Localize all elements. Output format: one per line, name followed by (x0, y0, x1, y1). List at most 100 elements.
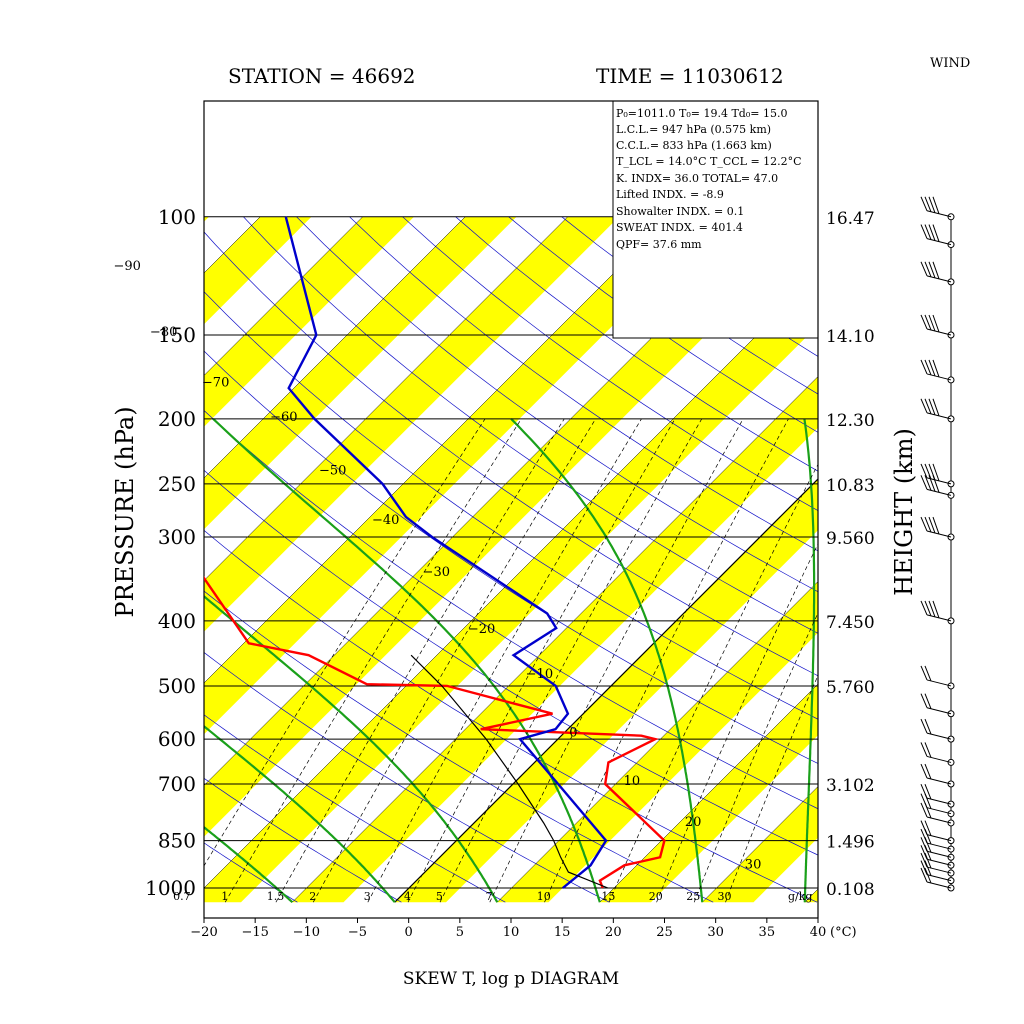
barb-feather (920, 837, 928, 852)
pressure-tick-label: 200 (158, 407, 196, 431)
height-label: 0.108 (826, 880, 875, 900)
wind-barb (920, 820, 952, 842)
barb-feather (920, 196, 928, 211)
barb-feather (924, 783, 932, 800)
isotherm (204, 216, 466, 479)
wind-barb (920, 398, 952, 420)
y-axis-title: PRESSURE (hPa) (111, 406, 139, 617)
barb-feather (920, 763, 928, 779)
wind-barb (920, 742, 952, 763)
dry-adiabat (204, 529, 818, 903)
pressure-tick-label: 700 (158, 772, 196, 796)
pressure-tick-label: 400 (158, 609, 196, 633)
wind-barb (920, 693, 952, 715)
barb-feather (920, 828, 928, 844)
isotherm-label: −20 (468, 622, 495, 637)
height-label: 14.10 (826, 327, 875, 347)
height-label: 16.47 (826, 209, 875, 229)
x-tick-label: 0 (405, 925, 413, 940)
isotherm-label: 30 (745, 858, 762, 873)
dry-adiabat (204, 652, 610, 903)
isotherm-band (446, 216, 613, 338)
wind-barb (920, 196, 952, 218)
barb-feather (924, 742, 932, 758)
barb-feather (932, 196, 940, 214)
barb-feather (920, 463, 928, 479)
isotherm-band (0, 217, 4, 902)
wind-barb (920, 852, 952, 874)
barb-feather (924, 196, 932, 212)
barb-feather (920, 820, 928, 835)
wind-barb (920, 867, 952, 889)
pressure-tick-label: 600 (158, 727, 196, 751)
sounding-series-0 (204, 576, 666, 889)
chart-title: SKEW T, log p DIAGRAM (403, 969, 619, 989)
barb-feather (932, 314, 940, 333)
dry-adiabat (204, 842, 298, 903)
wind-barb (920, 600, 952, 622)
x-tick-label: 35 (759, 925, 776, 940)
barb-feather (924, 820, 932, 836)
pressure-tick-label: 150 (158, 323, 196, 347)
barb-feather (932, 463, 940, 482)
wind-barb (920, 463, 952, 485)
height-label: 1.496 (826, 833, 875, 853)
sounding-lines (204, 216, 666, 889)
barb-feather (920, 693, 928, 708)
wind-barb (920, 359, 952, 381)
pressure-tick-label: 500 (158, 674, 196, 698)
barb-feather (920, 845, 928, 860)
barb-feather (924, 359, 932, 376)
isotherm-label: −90 (113, 259, 140, 274)
dry-adiabat (204, 777, 402, 903)
isotherm (394, 478, 818, 903)
barb-feather (924, 261, 932, 278)
isotherm-band (1010, 217, 1024, 902)
x-tick-label: 20 (605, 925, 622, 940)
barb-feather (928, 261, 936, 279)
wind-barb (920, 860, 952, 882)
height-label: 7.450 (826, 613, 875, 633)
mixing-ratio-label: 1 (221, 890, 228, 903)
dry-adiabat (0, 217, 194, 902)
barb-feather (924, 693, 932, 709)
x-tick-label: −5 (348, 925, 367, 940)
isotherm-band (241, 216, 414, 338)
isotherm (497, 581, 818, 903)
stats-line-6: Lifted INDX. = -8.9 (616, 188, 724, 201)
isotherm-band (549, 274, 613, 338)
barb-feather (928, 475, 936, 492)
isotherm-label: 10 (624, 774, 641, 789)
isotherm-band (0, 217, 4, 902)
isotherm (204, 216, 671, 684)
barb-feather (920, 852, 928, 868)
barb-feather (928, 398, 936, 416)
mixing-ratio-line (544, 418, 789, 903)
x-tick-label: 15 (554, 925, 571, 940)
x-tick-label: 25 (656, 925, 673, 940)
dry-adiabat (204, 350, 818, 764)
barb-feather (924, 718, 932, 735)
isotherm-band (204, 338, 293, 427)
barb-feather (924, 867, 932, 884)
isotherm-label: −50 (319, 464, 346, 479)
wind-barb (920, 516, 952, 538)
barb-feather (928, 600, 936, 618)
isotherm-band (0, 217, 209, 902)
isotherm (204, 216, 363, 376)
dry-adiabat (986, 217, 1024, 902)
barb-feather (920, 665, 928, 681)
isotherm-label: −30 (423, 565, 450, 580)
isotherm-label: −10 (526, 667, 553, 682)
isotherm (907, 217, 1024, 902)
barb-feather (920, 314, 928, 330)
dry-adiabat (402, 216, 818, 512)
mixing-ratio-line (275, 418, 565, 903)
isotherm-band (204, 338, 498, 632)
stats-line-5: K. INDX= 36.0 TOTAL= 47.0 (616, 172, 778, 185)
isotherm-band (907, 217, 1024, 902)
isotherm-band (204, 216, 209, 222)
wind-barb (920, 783, 952, 805)
barb-feather (924, 475, 932, 491)
